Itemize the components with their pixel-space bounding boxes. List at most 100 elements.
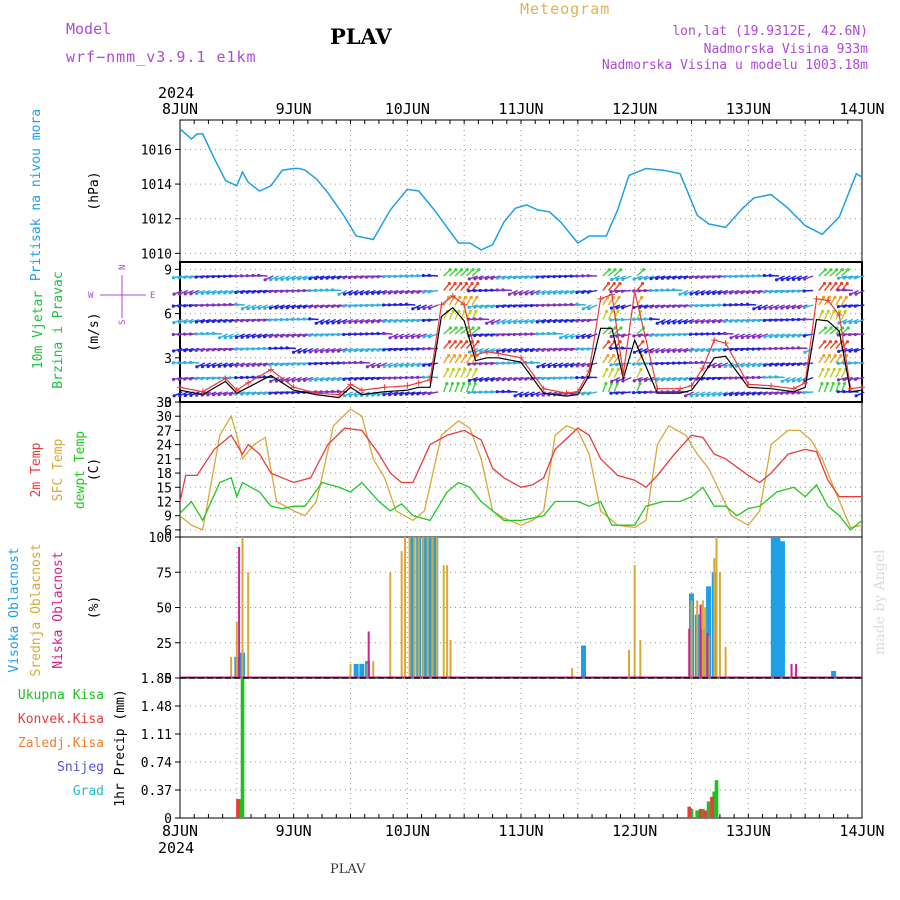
wind-arrow-head	[393, 376, 397, 380]
wind-arrow-head	[802, 289, 806, 293]
wind-arrow-head	[421, 392, 426, 396]
wind-arrow-head	[262, 375, 266, 379]
precip-bar-convective	[687, 806, 692, 818]
wind-arrow-head	[524, 304, 528, 308]
wind-arrow-head	[416, 335, 420, 339]
wind-arrow-head	[291, 305, 295, 310]
wind-arrow-head	[325, 361, 329, 365]
wind-arrow-head	[342, 304, 346, 308]
wind-arrow-head	[615, 277, 619, 282]
wind-arrow-head	[547, 291, 551, 295]
wind-gust-point	[233, 387, 240, 394]
wind-arrow-head	[762, 392, 767, 396]
wind-arrow-head	[427, 347, 431, 351]
wind-arrow-head	[171, 276, 176, 280]
wind-arrow-head	[465, 268, 469, 272]
precip-legend-0: Ukupna Kisa	[18, 688, 104, 703]
cloud-bar-mid	[724, 646, 727, 678]
wind-arrow-head	[706, 393, 710, 397]
wind-arrow-head	[194, 320, 198, 324]
wind-arrow-head	[842, 389, 846, 394]
wind-arrow-head	[580, 274, 585, 278]
wind-arrow-head	[615, 363, 619, 367]
wind-arrow-head	[529, 360, 533, 364]
wind-arrow-head	[728, 319, 733, 323]
wind-arrow-head	[637, 362, 641, 366]
wind-arrow-head	[518, 275, 522, 280]
wind-arrow-head	[472, 390, 477, 394]
wind-arrow-head	[706, 320, 710, 324]
y-tick-label: 15	[156, 481, 172, 496]
cloud-bar-mid	[639, 639, 642, 678]
wind-arrow-head	[495, 304, 499, 309]
wind-arrow-head	[845, 340, 850, 344]
wind-arrow-head	[452, 353, 457, 358]
wind-arrow-head	[768, 363, 772, 367]
wind-arrow-head	[189, 393, 193, 397]
wind-arrow-head	[546, 331, 550, 336]
wind-arrow-head	[774, 318, 778, 322]
wind-arrow-head	[206, 291, 210, 295]
wind-arrow-head	[774, 346, 778, 351]
wind-arrow-head	[854, 349, 858, 353]
wind-arrow-head	[722, 331, 727, 335]
wind-arrow-head	[558, 376, 562, 380]
wind-arrow-head	[615, 306, 619, 310]
wind-arrow-head	[834, 281, 838, 286]
wind-arrow-head	[524, 320, 528, 324]
wind-arrow-head	[854, 394, 858, 398]
wind-arrow-head	[451, 309, 455, 313]
wind-arrow-head	[615, 381, 619, 386]
wind-arrow-head	[268, 318, 272, 322]
wind-arrow-head	[564, 291, 568, 295]
wind-arrow-head	[251, 363, 255, 367]
wind-arrow-head	[183, 332, 187, 336]
wind-arrow-head	[694, 349, 699, 353]
temp2m-line	[179, 427, 862, 502]
wind-arrow-head	[477, 326, 481, 330]
wind-arrow-head	[722, 376, 727, 380]
wind-gust-point	[404, 382, 411, 389]
y-tick-label: 1.48	[141, 700, 172, 715]
wind-arrow-head	[291, 277, 295, 281]
wind-arrow-head	[683, 320, 687, 325]
wind-arrow-head	[717, 364, 722, 369]
wind-arrow-head	[541, 376, 545, 381]
wind-arrow-head	[228, 364, 233, 368]
wind-arrow-head	[734, 392, 738, 397]
wind-arrow-head	[194, 275, 198, 279]
wind-arrow-head	[410, 375, 414, 380]
wind-arrow-head	[353, 332, 357, 336]
wind-arrow-head	[472, 289, 477, 293]
wind-arrow-head	[183, 275, 187, 280]
wind-arrow-head	[296, 334, 301, 338]
wind-arrow-head	[700, 332, 704, 336]
wind-arrow-head	[382, 319, 386, 324]
wind-arrow-head	[853, 332, 857, 337]
wind-arrow-head	[342, 377, 346, 381]
wind-arrow-head	[839, 281, 844, 286]
wind-arrow-head	[641, 268, 646, 272]
wind-arrow-head	[469, 353, 474, 358]
wind-arrow-head	[791, 289, 795, 293]
wind-arrow-head	[206, 393, 210, 397]
wind-arrow-head	[745, 347, 749, 351]
wind-arrow-head	[802, 317, 806, 321]
wind-arrow-head	[387, 348, 391, 352]
wind-arrow-head	[388, 364, 392, 368]
y-tick-label: 1.11	[141, 728, 172, 743]
wind-arrow-head	[529, 275, 534, 279]
wind-arrow-head	[717, 320, 721, 324]
wind-arrow-head	[729, 393, 733, 397]
wind-arrow-head	[348, 377, 352, 381]
wind-arrow-head	[530, 292, 534, 296]
wind-arrow-head	[331, 378, 335, 382]
wind-arrow-head	[222, 347, 227, 352]
wind-arrow-head	[274, 391, 278, 395]
wind-arrow-head	[228, 274, 232, 278]
wind-gust-point	[267, 366, 274, 373]
wind-arrow-head	[569, 319, 573, 323]
wind-arrow-head	[757, 274, 761, 278]
wind-arrow-head	[459, 268, 464, 272]
wind-arrow-head	[779, 391, 784, 395]
